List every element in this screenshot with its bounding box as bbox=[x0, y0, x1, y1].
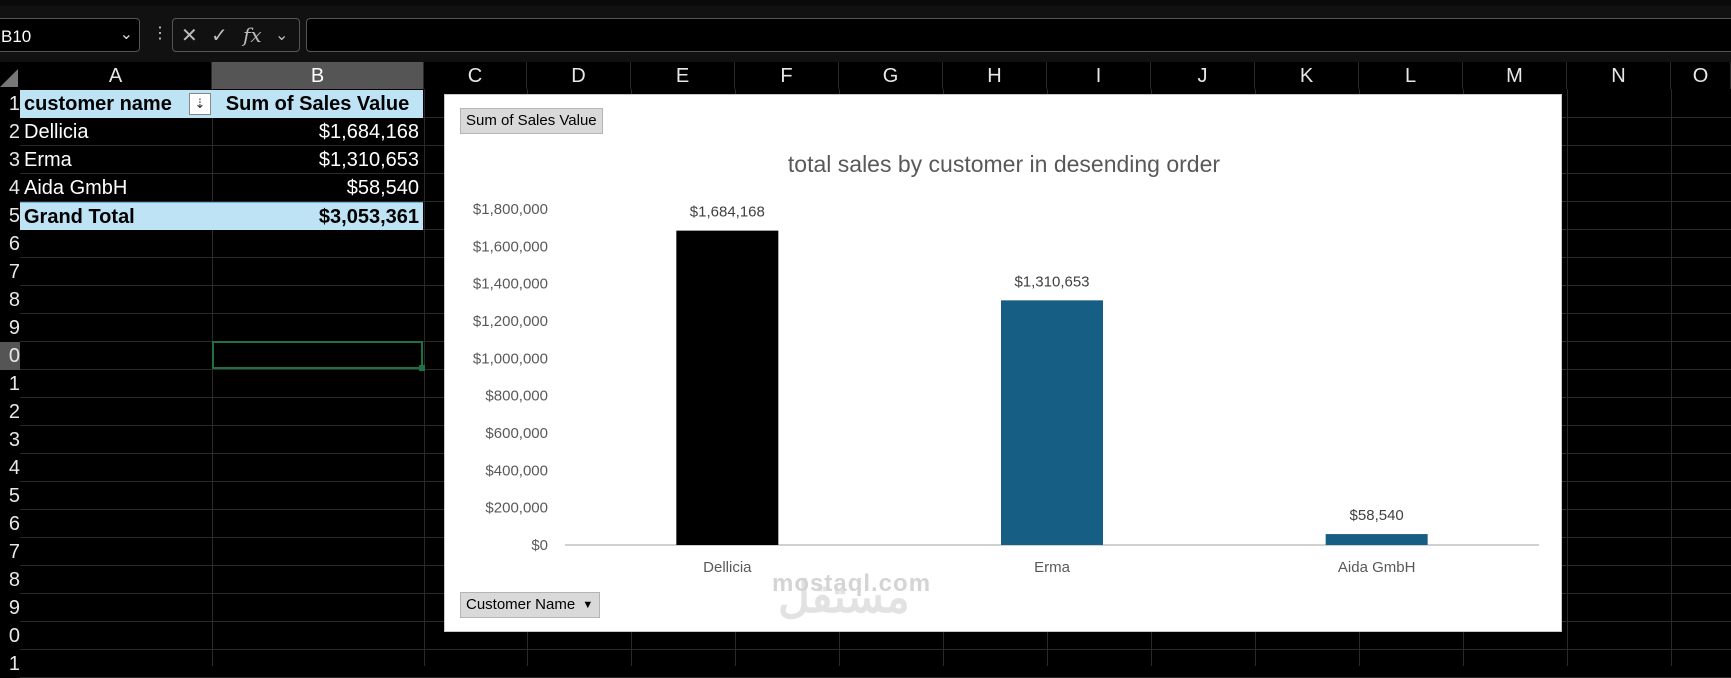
axis-field-button[interactable]: Customer Name ▼ bbox=[460, 592, 601, 618]
y-tick-label: $1,200,000 bbox=[473, 313, 548, 330]
pivot-row-value[interactable]: $58,540 bbox=[346, 177, 419, 199]
gridline-horizontal bbox=[20, 649, 1731, 650]
window-top-strip bbox=[0, 0, 1731, 6]
row-header[interactable]: 4 bbox=[8, 457, 20, 479]
more-options-icon[interactable]: ⋮ bbox=[152, 25, 168, 42]
row-header[interactable]: 1 bbox=[8, 653, 20, 675]
pivot-total-value[interactable]: $3,053,361 bbox=[212, 202, 423, 230]
pivot-total-label[interactable]: Grand Total bbox=[20, 202, 212, 230]
row-header[interactable]: 1 bbox=[8, 373, 20, 395]
y-tick-label: $800,000 bbox=[485, 388, 548, 405]
column-header[interactable]: E bbox=[631, 62, 735, 89]
data-label: $58,540 bbox=[1350, 507, 1404, 524]
gridline-vertical bbox=[1567, 89, 1568, 666]
x-tick-label: Aida GmbH bbox=[1338, 559, 1416, 576]
formula-input[interactable] bbox=[306, 18, 1731, 52]
y-tick-label: $200,000 bbox=[485, 500, 548, 517]
data-label: $1,684,168 bbox=[690, 204, 765, 221]
pivot-row-value[interactable]: $1,310,653 bbox=[318, 149, 419, 171]
bar[interactable] bbox=[1001, 300, 1103, 545]
y-tick-label: $1,000,000 bbox=[473, 350, 548, 367]
column-header[interactable]: M bbox=[1463, 62, 1567, 89]
column-header[interactable]: I bbox=[1047, 62, 1151, 89]
dropdown-arrow-icon[interactable]: ▼ bbox=[582, 599, 594, 611]
enter-icon[interactable]: ✓ bbox=[211, 25, 228, 47]
insert-function-icon[interactable]: fx bbox=[243, 23, 262, 47]
name-box-value: B10 bbox=[1, 27, 32, 46]
column-header[interactable]: L bbox=[1359, 62, 1463, 89]
pivot-row-label[interactable]: Aida GmbH bbox=[24, 177, 128, 199]
watermark-logo: مستقل bbox=[778, 573, 910, 622]
column-header[interactable]: C bbox=[424, 62, 527, 89]
axis-field-label: Customer Name bbox=[466, 596, 576, 613]
column-header[interactable]: N bbox=[1567, 62, 1671, 89]
pivot-row-label[interactable]: Dellicia bbox=[24, 121, 89, 143]
y-tick-label: $600,000 bbox=[485, 425, 548, 442]
row-header[interactable]: 5 bbox=[8, 205, 20, 227]
chart-title[interactable]: total sales by customer in desending ord… bbox=[787, 151, 1221, 177]
active-cell-b10[interactable] bbox=[212, 341, 423, 369]
column-header[interactable]: G bbox=[839, 62, 943, 89]
column-header[interactable]: H bbox=[943, 62, 1047, 89]
data-label: $1,310,653 bbox=[1014, 273, 1089, 290]
cancel-icon[interactable]: ✕ bbox=[181, 25, 198, 47]
pivot-row-label[interactable]: Erma bbox=[24, 149, 72, 171]
row-header[interactable]: 2 bbox=[8, 121, 20, 143]
column-header[interactable]: D bbox=[527, 62, 631, 89]
column-header[interactable]: O bbox=[1671, 62, 1731, 89]
pivot-header-sum[interactable]: Sum of Sales Value bbox=[212, 90, 423, 118]
value-field-button[interactable]: Sum of Sales Value bbox=[460, 108, 603, 134]
row-header[interactable]: 1 bbox=[8, 93, 20, 115]
y-tick-label: $1,600,000 bbox=[473, 238, 548, 255]
row-header[interactable]: 8 bbox=[8, 289, 20, 311]
gridline-vertical bbox=[212, 89, 213, 666]
pivot-header-customer[interactable]: customer name bbox=[20, 90, 212, 118]
gridline-vertical bbox=[424, 89, 425, 666]
chevron-down-icon[interactable]: ⌄ bbox=[119, 26, 133, 43]
row-header[interactable]: 3 bbox=[8, 429, 20, 451]
gridline-vertical bbox=[1671, 89, 1672, 666]
row-header[interactable]: 6 bbox=[8, 513, 20, 535]
row-header[interactable]: 5 bbox=[8, 485, 20, 507]
row-header[interactable]: 4 bbox=[8, 177, 20, 199]
column-header[interactable]: K bbox=[1255, 62, 1359, 89]
y-tick-label: $1,400,000 bbox=[473, 276, 548, 293]
y-tick-label: $1,800,000 bbox=[473, 201, 548, 218]
chart-plot-area: $0 $200,000 $400,000 $600,000 $800,000 $1,000… bbox=[473, 201, 1539, 576]
watermark-text: mostaql.com bbox=[772, 570, 932, 597]
column-header[interactable]: F bbox=[735, 62, 839, 89]
name-box[interactable]: B10 ⌄ bbox=[0, 18, 140, 52]
row-header[interactable]: 0 bbox=[8, 625, 20, 647]
row-header[interactable]: 7 bbox=[8, 261, 20, 283]
bar[interactable] bbox=[1325, 534, 1428, 545]
column-header[interactable]: A bbox=[20, 62, 212, 89]
column-header[interactable]: B bbox=[212, 62, 424, 89]
formula-buttons: ✕ ✓ fx ⌄ bbox=[172, 18, 300, 52]
row-header[interactable]: 7 bbox=[8, 541, 20, 563]
row-header[interactable]: 9 bbox=[8, 317, 20, 339]
row-header[interactable]: 0 bbox=[0, 342, 20, 370]
row-header[interactable]: 9 bbox=[8, 597, 20, 619]
row-header[interactable]: 2 bbox=[8, 401, 20, 423]
row-header[interactable]: 6 bbox=[8, 233, 20, 255]
row-header[interactable]: 3 bbox=[8, 149, 20, 171]
sort-filter-icon[interactable]: ⇣ bbox=[189, 93, 211, 115]
pivot-row-value[interactable]: $1,684,168 bbox=[318, 121, 419, 143]
row-header[interactable]: 8 bbox=[8, 569, 20, 591]
bar[interactable] bbox=[676, 230, 779, 545]
y-tick-label: $400,000 bbox=[485, 462, 548, 479]
fill-handle[interactable] bbox=[419, 365, 425, 371]
x-tick-label: Dellicia bbox=[703, 559, 752, 576]
formula-bar: B10 ⌄ ⋮ ✕ ✓ fx ⌄ bbox=[0, 6, 1731, 66]
chevron-down-icon[interactable]: ⌄ bbox=[275, 27, 289, 44]
pivot-chart[interactable]: Sum of Sales Value total sales by custom… bbox=[444, 94, 1562, 632]
column-header[interactable]: J bbox=[1151, 62, 1255, 89]
select-all-corner[interactable] bbox=[0, 69, 18, 87]
x-tick-label: Erma bbox=[1034, 559, 1070, 576]
y-tick-label: $0 bbox=[531, 537, 548, 554]
